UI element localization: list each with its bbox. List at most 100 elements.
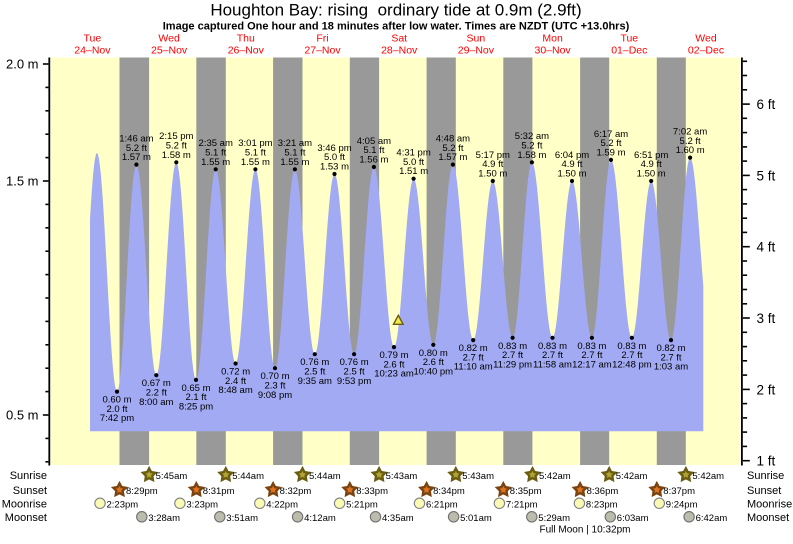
svg-text:1.60 m: 1.60 m xyxy=(676,145,705,156)
svg-text:Moonset: Moonset xyxy=(5,512,47,524)
svg-text:7:21pm: 7:21pm xyxy=(506,500,538,511)
svg-text:Image captured One hour and 18: Image captured One hour and 18 minutes a… xyxy=(163,20,630,32)
svg-text:1.57 m: 1.57 m xyxy=(438,152,467,163)
svg-text:0.83 m: 0.83 m xyxy=(498,341,527,352)
svg-text:1:03 am: 1:03 am xyxy=(654,362,688,373)
svg-text:8:29pm: 8:29pm xyxy=(126,486,158,497)
svg-text:8:35pm: 8:35pm xyxy=(510,486,542,497)
svg-text:5:45am: 5:45am xyxy=(156,471,188,482)
svg-text:9:08 pm: 9:08 pm xyxy=(258,390,292,401)
svg-text:Houghton Bay: rising ordinary: Houghton Bay: rising ordinary tide at 0.… xyxy=(210,0,581,19)
svg-text:5.0 ft: 5.0 ft xyxy=(403,157,424,168)
svg-text:29–Nov: 29–Nov xyxy=(458,45,495,57)
svg-text:2:15 pm: 2:15 pm xyxy=(159,131,193,142)
svg-text:5:29am: 5:29am xyxy=(538,513,570,524)
svg-text:4:05 am: 4:05 am xyxy=(357,136,391,147)
svg-text:2.7 ft: 2.7 ft xyxy=(581,350,602,361)
svg-text:2.0 m: 2.0 m xyxy=(6,57,39,72)
svg-text:2.4 ft: 2.4 ft xyxy=(225,376,246,387)
svg-text:5.1 ft: 5.1 ft xyxy=(363,145,384,156)
svg-text:Sunrise: Sunrise xyxy=(10,470,47,482)
svg-text:5:32 am: 5:32 am xyxy=(515,131,549,142)
svg-text:4:31 pm: 4:31 pm xyxy=(396,148,430,159)
svg-text:Full Moon | 10:32pm: Full Moon | 10:32pm xyxy=(540,524,631,535)
svg-text:5.2 ft: 5.2 ft xyxy=(126,143,147,154)
svg-text:8:33pm: 8:33pm xyxy=(356,486,388,497)
svg-text:01–Dec: 01–Dec xyxy=(611,45,647,57)
svg-text:Moonrise: Moonrise xyxy=(2,499,47,511)
svg-text:0.82 m: 0.82 m xyxy=(656,343,685,354)
svg-text:8:36pm: 8:36pm xyxy=(587,486,619,497)
svg-text:5:01am: 5:01am xyxy=(460,513,492,524)
svg-text:8:00 am: 8:00 am xyxy=(139,397,173,408)
svg-text:2.7 ft: 2.7 ft xyxy=(542,350,563,361)
svg-text:6:21pm: 6:21pm xyxy=(426,500,458,511)
svg-text:26–Nov: 26–Nov xyxy=(228,45,265,57)
svg-text:0.79 m: 0.79 m xyxy=(379,350,408,361)
svg-text:1.56 m: 1.56 m xyxy=(359,155,388,166)
svg-text:0.76 m: 0.76 m xyxy=(300,357,329,368)
svg-text:5.1 ft: 5.1 ft xyxy=(284,148,305,159)
svg-text:27–Nov: 27–Nov xyxy=(304,45,341,57)
svg-text:10:40 pm: 10:40 pm xyxy=(413,366,453,377)
svg-text:5.2 ft: 5.2 ft xyxy=(166,141,187,152)
svg-text:8:32pm: 8:32pm xyxy=(280,486,312,497)
svg-text:0.65 m: 0.65 m xyxy=(181,383,210,394)
svg-text:0.72 m: 0.72 m xyxy=(221,367,250,378)
svg-text:Sunset: Sunset xyxy=(747,485,781,497)
svg-text:12:17 am: 12:17 am xyxy=(572,359,612,370)
svg-text:2.6 ft: 2.6 ft xyxy=(423,357,444,368)
svg-text:Moonset: Moonset xyxy=(747,512,789,524)
svg-text:1.5 m: 1.5 m xyxy=(6,174,39,189)
svg-text:0.83 m: 0.83 m xyxy=(617,341,646,352)
svg-text:0.83 m: 0.83 m xyxy=(577,341,606,352)
svg-text:5.2 ft: 5.2 ft xyxy=(442,143,463,154)
svg-text:6:03am: 6:03am xyxy=(617,513,649,524)
svg-text:5:42am: 5:42am xyxy=(692,471,724,482)
svg-text:5.0 ft: 5.0 ft xyxy=(324,152,345,163)
svg-text:2:35 am: 2:35 am xyxy=(199,138,233,149)
svg-text:3:21 am: 3:21 am xyxy=(278,138,312,149)
svg-text:11:29 pm: 11:29 pm xyxy=(493,359,532,370)
svg-text:5:43am: 5:43am xyxy=(386,471,418,482)
svg-text:1.51 m: 1.51 m xyxy=(399,166,428,177)
svg-text:9:35 am: 9:35 am xyxy=(298,376,332,387)
svg-text:Sunrise: Sunrise xyxy=(747,470,784,482)
svg-text:1.55 m: 1.55 m xyxy=(241,157,270,168)
svg-text:1 ft: 1 ft xyxy=(757,454,776,469)
svg-text:Tue: Tue xyxy=(84,32,102,44)
svg-text:4:12am: 4:12am xyxy=(304,513,336,524)
svg-text:1.58 m: 1.58 m xyxy=(162,150,191,161)
svg-text:Sun: Sun xyxy=(467,32,486,44)
svg-text:4 ft: 4 ft xyxy=(757,240,776,255)
svg-text:2.2 ft: 2.2 ft xyxy=(146,388,167,399)
svg-text:1.50 m: 1.50 m xyxy=(557,169,586,180)
svg-text:2.6 ft: 2.6 ft xyxy=(383,359,404,370)
svg-text:11:58 am: 11:58 am xyxy=(533,359,572,370)
svg-text:3:46 pm: 3:46 pm xyxy=(317,143,351,154)
svg-text:7:02 am: 7:02 am xyxy=(673,127,707,138)
svg-text:2.5 ft: 2.5 ft xyxy=(344,367,365,378)
svg-text:1:46 am: 1:46 am xyxy=(119,134,153,145)
svg-text:5:21pm: 5:21pm xyxy=(346,500,378,511)
svg-text:9:53 pm: 9:53 pm xyxy=(337,376,371,387)
svg-text:5.1 ft: 5.1 ft xyxy=(205,148,226,159)
svg-text:1.55 m: 1.55 m xyxy=(280,157,309,168)
svg-text:3:28am: 3:28am xyxy=(148,513,180,524)
svg-text:6:04 pm: 6:04 pm xyxy=(555,150,589,161)
svg-text:2.0 ft: 2.0 ft xyxy=(106,404,127,415)
svg-text:9:24pm: 9:24pm xyxy=(666,500,698,511)
svg-text:28–Nov: 28–Nov xyxy=(381,45,418,57)
svg-text:5.2 ft: 5.2 ft xyxy=(600,138,621,149)
svg-text:24–Nov: 24–Nov xyxy=(74,45,111,57)
svg-text:2.7 ft: 2.7 ft xyxy=(463,352,484,363)
svg-text:5.2 ft: 5.2 ft xyxy=(521,141,542,152)
svg-text:1.50 m: 1.50 m xyxy=(637,169,666,180)
svg-text:5:44am: 5:44am xyxy=(232,471,264,482)
svg-text:8:25 pm: 8:25 pm xyxy=(179,402,213,413)
svg-text:4:22pm: 4:22pm xyxy=(266,500,298,511)
svg-text:Wed: Wed xyxy=(158,32,180,44)
svg-text:6:17 am: 6:17 am xyxy=(594,129,628,140)
svg-text:5:42am: 5:42am xyxy=(616,471,648,482)
svg-text:8:37pm: 8:37pm xyxy=(663,486,695,497)
